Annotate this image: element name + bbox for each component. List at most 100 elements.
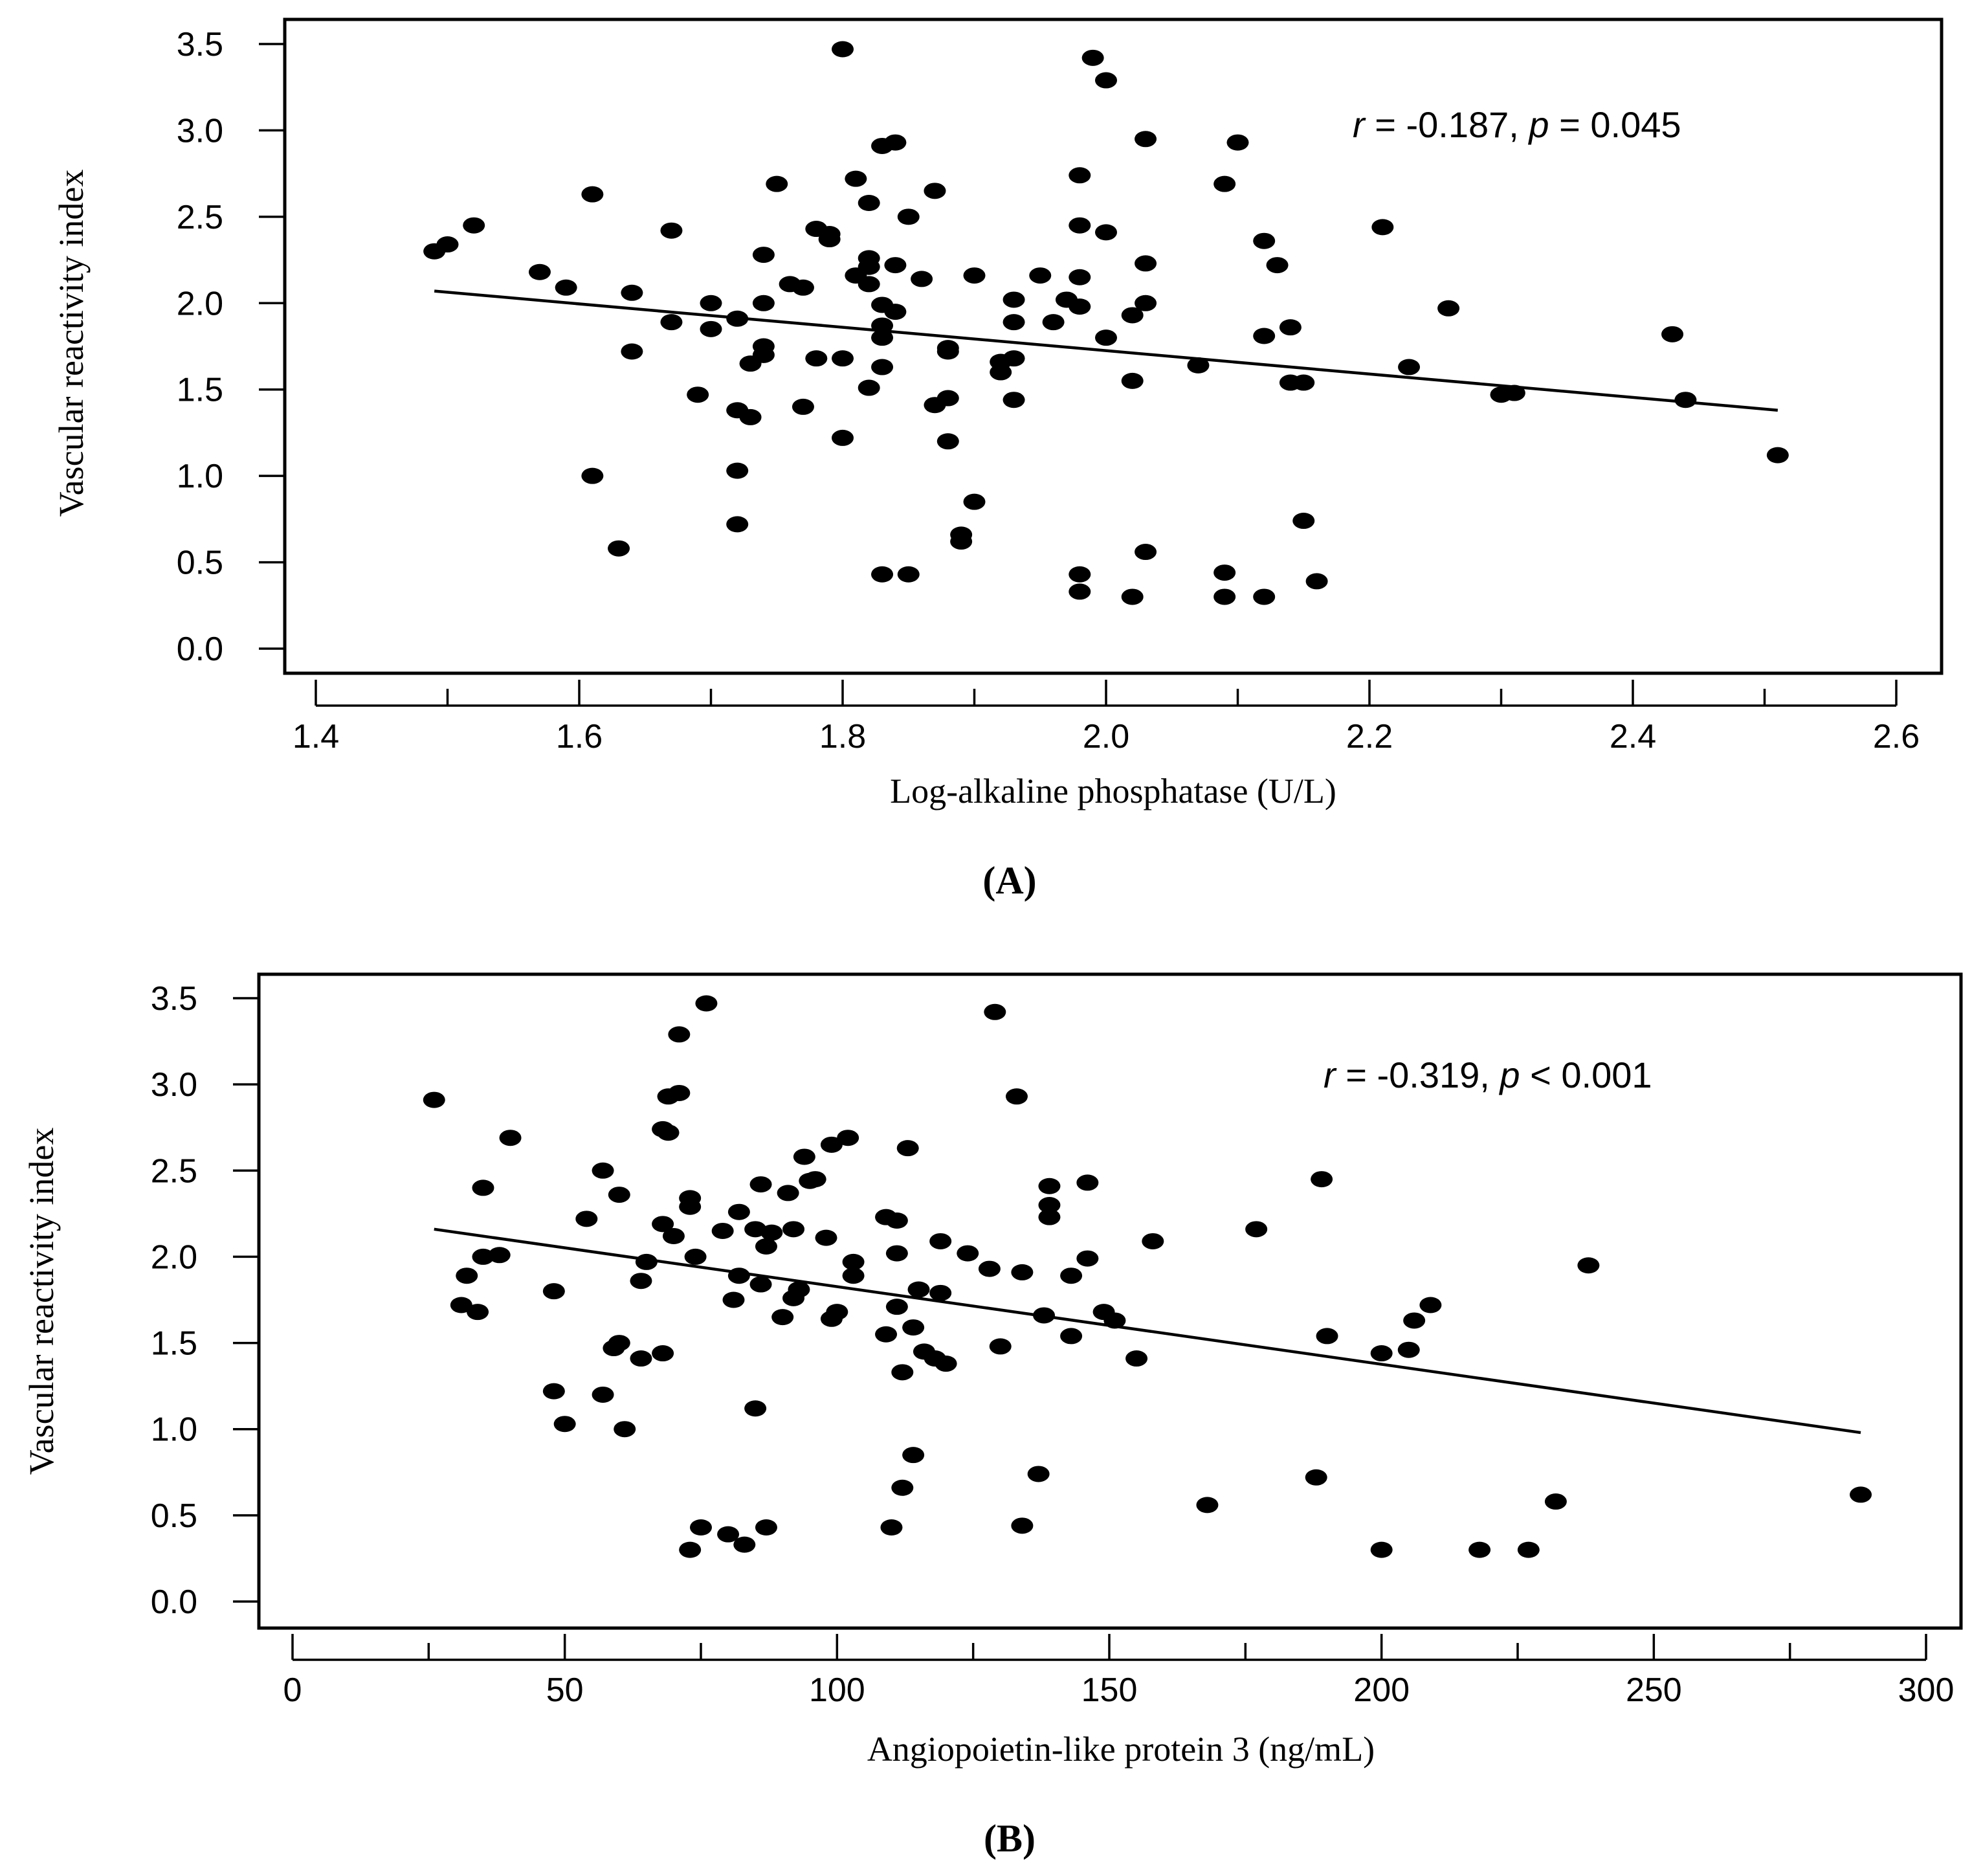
data-point-a: [950, 526, 973, 543]
data-point-a: [1069, 566, 1091, 583]
data-point-b: [456, 1267, 478, 1284]
data-point-b: [842, 1267, 865, 1284]
data-point-a: [621, 284, 643, 301]
data-point-a: [963, 267, 986, 284]
data-point-b: [1011, 1517, 1034, 1534]
data-point-b: [820, 1136, 843, 1153]
y-tick-label-a: 0.5: [177, 544, 223, 582]
x-tick-label-a: 2.6: [1873, 718, 1920, 755]
data-point-a: [1213, 564, 1236, 581]
data-point-a: [1292, 513, 1315, 530]
data-point-a: [936, 433, 959, 450]
data-point-a: [726, 516, 749, 533]
data-point-b: [984, 1003, 1006, 1020]
data-point-a: [805, 350, 828, 367]
data-point-b: [755, 1238, 777, 1255]
y-axis-a: 0.0 0.5 1.0 1.5 2.0 2.5 3.0 3.5: [177, 26, 285, 668]
x-tick-label-a: 1.8: [819, 718, 866, 755]
data-point-b: [842, 1253, 865, 1270]
data-point-a: [528, 263, 551, 280]
data-point-a: [1029, 267, 1052, 284]
data-point-a: [1095, 72, 1117, 89]
data-point-b: [1305, 1469, 1327, 1486]
data-point-a: [990, 364, 1012, 381]
y-tick-label-b: 2.5: [151, 1152, 197, 1190]
data-point-a: [726, 462, 749, 479]
data-point-b: [989, 1338, 1012, 1355]
data-point-a: [436, 236, 459, 253]
data-point-a: [936, 343, 959, 360]
data-point-a: [1095, 224, 1117, 241]
data-point-b: [542, 1383, 565, 1400]
data-point-b: [929, 1233, 952, 1249]
y-axis-title-b: Vascular reactivity index: [22, 1128, 61, 1475]
data-point-b: [717, 1526, 740, 1543]
data-point-b: [542, 1283, 565, 1300]
data-point-a: [1266, 257, 1289, 274]
data-point-b: [771, 1309, 794, 1326]
data-point-b: [1544, 1493, 1567, 1510]
data-point-b: [690, 1519, 712, 1535]
y-axis-title-a: Vascular reactivity index: [52, 170, 91, 517]
x-axis-title-a: Log-alkaline phosphatase (U/L): [890, 772, 1336, 810]
data-point-a: [871, 329, 894, 346]
plot-frame-a: [283, 17, 1944, 675]
data-point-a: [1305, 573, 1328, 590]
data-point-b: [957, 1245, 979, 1262]
data-point-a: [581, 467, 604, 484]
data-point-b: [450, 1297, 472, 1313]
regression-line-b: [434, 1227, 1861, 1435]
data-point-a: [884, 304, 907, 320]
data-point-a: [884, 134, 907, 151]
data-point-a: [963, 493, 986, 510]
data-point-b: [935, 1356, 957, 1372]
data-point-a: [1253, 588, 1276, 605]
x-tick-label-a: 1.6: [556, 718, 603, 755]
y-tick-label-b: 0.0: [151, 1583, 197, 1621]
data-point-b: [1577, 1257, 1600, 1274]
data-point-a: [1042, 314, 1065, 331]
data-point-b: [837, 1130, 859, 1146]
data-point-a: [463, 217, 485, 234]
data-point-b: [722, 1291, 745, 1308]
scatter-points-b: [423, 995, 1872, 1558]
x-tick-label-a: 2.2: [1346, 718, 1393, 755]
data-point-a: [1398, 359, 1421, 375]
data-point-b: [1245, 1221, 1268, 1238]
data-point-a: [924, 183, 946, 199]
y-tick-label-b: 0.5: [151, 1497, 197, 1535]
plot-frame-b: [257, 972, 1963, 1630]
data-point-b: [1027, 1466, 1050, 1482]
data-point-a: [832, 41, 854, 58]
data-point-a: [700, 295, 722, 311]
data-point-a: [752, 295, 775, 311]
data-point-a: [1437, 300, 1460, 317]
data-point-b: [472, 1179, 494, 1196]
data-point-b: [1011, 1264, 1034, 1280]
data-point-b: [755, 1519, 777, 1535]
data-point-a: [1226, 134, 1249, 151]
data-point-b: [592, 1386, 614, 1403]
data-point-a: [871, 317, 894, 334]
scatter-points-a: [423, 41, 1789, 605]
data-point-b: [630, 1350, 652, 1367]
data-point-b: [1060, 1328, 1083, 1345]
data-point-b: [777, 1185, 799, 1201]
data-point-b: [1370, 1541, 1393, 1558]
data-point-a: [1661, 326, 1684, 342]
data-point-b: [885, 1212, 908, 1229]
data-point-a: [1135, 255, 1157, 272]
panel-label-a: (A): [982, 859, 1036, 902]
x-axis-title-b: Angiopoietin-like protein 3 (ng/mL): [867, 1730, 1375, 1769]
data-point-a: [858, 195, 880, 212]
data-point-b: [695, 995, 718, 1012]
data-point-b: [727, 1203, 750, 1220]
data-point-b: [630, 1273, 652, 1290]
data-point-b: [1076, 1174, 1099, 1191]
data-point-b: [711, 1222, 734, 1239]
data-point-b: [553, 1416, 576, 1433]
y-tick-label-a: 3.5: [177, 26, 223, 63]
data-point-b: [1125, 1350, 1148, 1367]
data-point-b: [891, 1479, 914, 1496]
data-point-b: [733, 1536, 756, 1553]
